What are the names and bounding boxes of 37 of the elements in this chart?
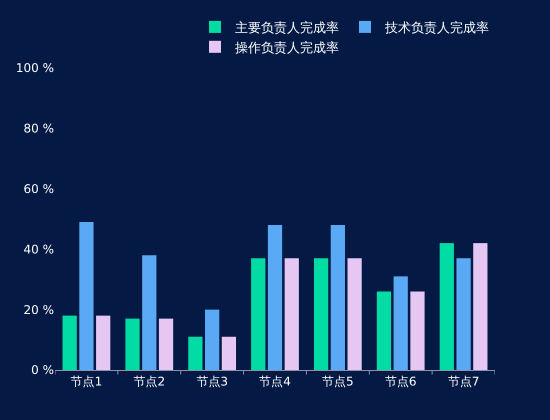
x-tick-label: 节点4 <box>259 374 291 388</box>
x-tick-label: 节点1 <box>70 374 102 388</box>
y-tick-label: 20 % <box>24 302 54 317</box>
x-tick-label: 节点3 <box>196 374 228 388</box>
legend-label: 主要负责人完成率 <box>235 20 339 36</box>
bar <box>251 258 266 370</box>
bar <box>205 310 220 370</box>
x-tick-label: 节点5 <box>322 374 354 388</box>
bar <box>376 291 392 370</box>
bar <box>222 336 236 370</box>
y-tick-label: 80 % <box>24 122 54 136</box>
bar <box>330 225 345 370</box>
bar <box>268 225 282 370</box>
y-tick-label: 40 % <box>24 242 54 256</box>
bar <box>410 291 425 370</box>
y-tick-label: 60 % <box>24 182 54 196</box>
bar <box>79 222 94 370</box>
bar <box>284 258 299 370</box>
bar <box>348 258 362 370</box>
bar <box>96 316 110 370</box>
legend-label: 技术负责人完成率 <box>384 20 489 36</box>
x-tick-label: 节点2 <box>133 374 166 388</box>
bar <box>314 258 328 370</box>
x-tick-label: 节点6 <box>384 374 417 388</box>
y-tick-label: 0 % <box>31 363 54 378</box>
bar <box>142 255 156 370</box>
bar <box>62 316 77 370</box>
bar <box>158 318 174 370</box>
bar <box>473 243 488 370</box>
x-tick-label: 节点7 <box>448 374 480 388</box>
bar <box>440 243 454 370</box>
bar <box>188 336 202 370</box>
y-tick-label: 100 % <box>16 61 54 76</box>
bar <box>456 258 471 370</box>
bar <box>394 276 408 370</box>
legend-label: 操作负责人完成率 <box>235 40 339 56</box>
bar <box>125 318 140 370</box>
